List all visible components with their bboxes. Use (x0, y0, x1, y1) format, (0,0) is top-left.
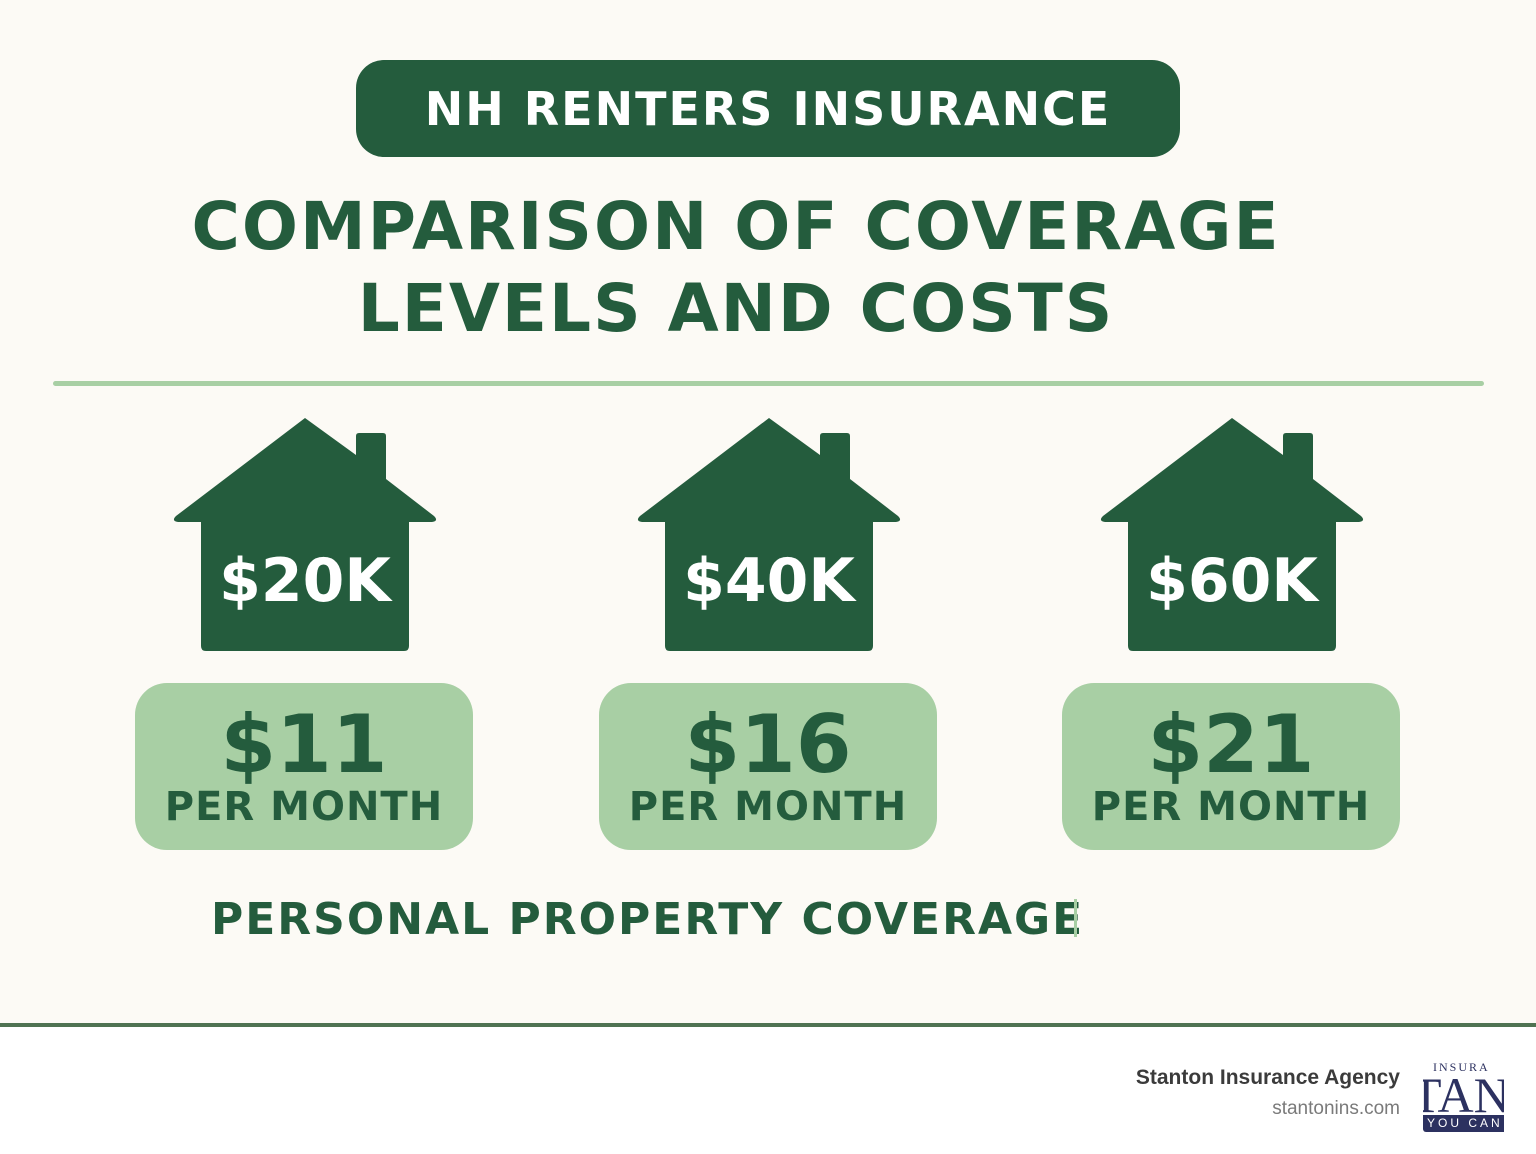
house-icon: $20K (171, 414, 439, 654)
agency-name: Stanton Insurance Agency (1135, 1066, 1400, 1089)
caption-accent-bar (1074, 899, 1077, 937)
price-pill: $16 PER MONTH (599, 683, 937, 850)
agency-info: Stanton Insurance Agency stantonins.com (1136, 1064, 1400, 1126)
monthly-price: $16 (684, 698, 852, 791)
house-shape (637, 418, 901, 651)
house-icon: $60K (1098, 414, 1366, 654)
coverage-caption: PERSONAL PROPERTY COVERAGE (211, 894, 1085, 945)
price-pill: $11 PER MONTH (135, 683, 473, 850)
badge-text: NH RENTERS INSURANCE (424, 81, 1112, 136)
coverage-amount: $40K (683, 546, 855, 616)
title-line-1: COMPARISON OF COVERAGE (191, 188, 1281, 265)
coverage-tier-60k: $60K $21 PER MONTH (1062, 414, 1402, 854)
house-shape (173, 418, 437, 651)
monthly-price: $21 (1147, 698, 1315, 791)
agency-website[interactable]: stantonins.com (1272, 1098, 1400, 1119)
price-period: PER MONTH (628, 784, 908, 830)
logo-main-text: TAN (1423, 1067, 1504, 1123)
header-badge: NH RENTERS INSURANCE (356, 60, 1180, 157)
monthly-price: $11 (220, 698, 388, 791)
footer-divider (0, 1023, 1536, 1027)
coverage-tier-20k: $20K $11 PER MONTH (135, 414, 475, 854)
price-pill: $21 PER MONTH (1062, 683, 1400, 850)
coverage-tier-40k: $40K $16 PER MONTH (599, 414, 939, 854)
coverage-amount: $60K (1146, 546, 1318, 616)
price-period: PER MONTH (164, 784, 444, 830)
logo-top-text: INSURA (1433, 1060, 1490, 1074)
section-divider (53, 381, 1484, 386)
logo-band-text: YOU CAN (1423, 1115, 1504, 1132)
price-period: PER MONTH (1091, 784, 1371, 830)
agency-logo: INSURA TAN YOU CAN (1423, 1058, 1504, 1134)
footer (0, 1027, 1536, 1154)
page-title: COMPARISON OF COVERAGE LEVELS AND COSTS (0, 186, 1472, 350)
house-shape (1100, 418, 1364, 651)
coverage-amount: $20K (219, 546, 391, 616)
title-line-2: LEVELS AND COSTS (357, 270, 1115, 347)
house-icon: $40K (635, 414, 903, 654)
